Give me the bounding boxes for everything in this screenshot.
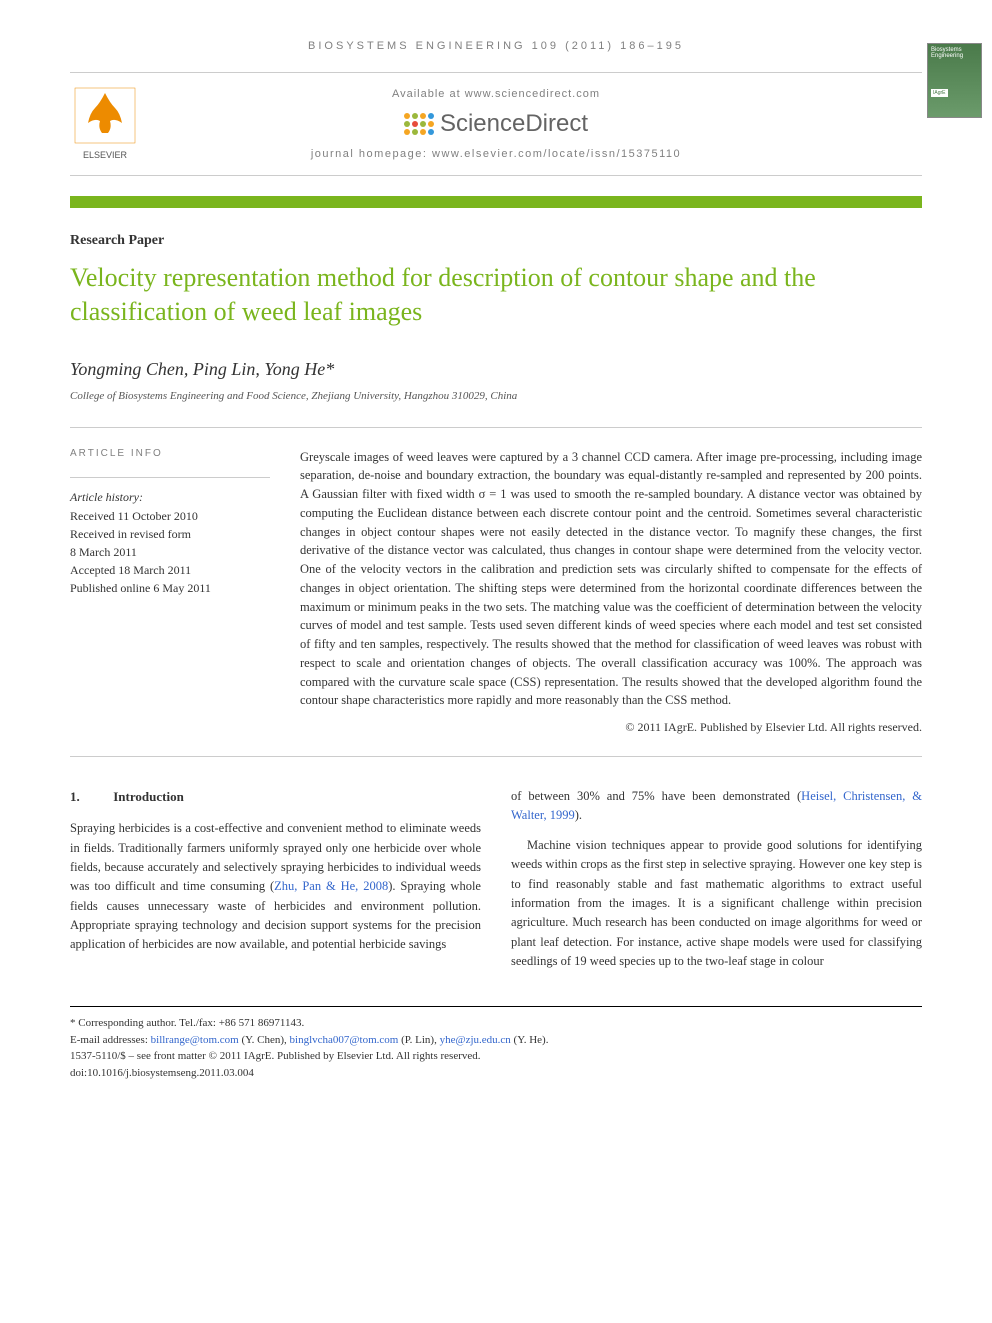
article-info: ARTICLE INFO Article history: Received 1… (70, 448, 270, 737)
journal-cover-thumbnail: Biosystems Engineering IAgrE (927, 43, 982, 118)
email-name: (Y. He). (511, 1034, 549, 1046)
body-columns: 1. Introduction Spraying herbicides is a… (70, 787, 922, 981)
paragraph: of between 30% and 75% have been demonst… (511, 787, 922, 826)
paragraph: Machine vision techniques appear to prov… (511, 836, 922, 972)
email-line: E-mail addresses: billrange@tom.com (Y. … (70, 1032, 922, 1049)
divider (70, 756, 922, 757)
doi-line: doi:10.1016/j.biosystemseng.2011.03.004 (70, 1065, 922, 1082)
history-published: Published online 6 May 2011 (70, 579, 270, 597)
article-title: Velocity representation method for descr… (70, 261, 922, 329)
section-title: Introduction (113, 789, 184, 804)
info-abstract-row: ARTICLE INFO Article history: Received 1… (70, 428, 922, 757)
abstract-text: Greyscale images of weed leaves were cap… (300, 450, 922, 708)
footnotes: * Corresponding author. Tel./fax: +86 57… (70, 1006, 922, 1081)
divider (70, 477, 270, 478)
emails-label: E-mail addresses: (70, 1034, 151, 1046)
email-name: (P. Lin), (398, 1034, 439, 1046)
publisher-banner: ELSEVIER Available at www.sciencedirect.… (70, 72, 922, 176)
accent-bar (70, 196, 922, 208)
paper-type: Research Paper (70, 233, 922, 249)
article-info-heading: ARTICLE INFO (70, 448, 270, 459)
affiliation: College of Biosystems Engineering and Fo… (70, 390, 922, 402)
email-name: (Y. Chen), (239, 1034, 290, 1046)
journal-header: BIOSYSTEMS ENGINEERING 109 (2011) 186–19… (70, 40, 922, 52)
body-text: of between 30% and 75% have been demonst… (511, 789, 801, 803)
sd-dots-icon (404, 113, 434, 135)
history-received: Received 11 October 2010 (70, 507, 270, 525)
sciencedirect-logo: ScienceDirect (70, 110, 922, 138)
email-link[interactable]: billrange@tom.com (151, 1034, 239, 1046)
column-right: of between 30% and 75% have been demonst… (511, 787, 922, 981)
paragraph: Spraying herbicides is a cost-effective … (70, 819, 481, 955)
column-left: 1. Introduction Spraying herbicides is a… (70, 787, 481, 981)
abstract: Greyscale images of weed leaves were cap… (300, 448, 922, 737)
body-text: ). (575, 808, 582, 822)
copyright: © 2011 IAgrE. Published by Elsevier Ltd.… (300, 718, 922, 736)
sciencedirect-text: ScienceDirect (440, 110, 588, 138)
authors: Yongming Chen, Ping Lin, Yong He* (70, 359, 922, 380)
journal-cover-title: Biosystems Engineering (931, 47, 978, 59)
citation-link[interactable]: Zhu, Pan & He, 2008 (274, 879, 388, 893)
section-number: 1. (70, 787, 110, 807)
section-heading: 1. Introduction (70, 787, 481, 807)
journal-homepage: journal homepage: www.elsevier.com/locat… (70, 148, 922, 160)
journal-cover-badge: IAgrE (931, 89, 948, 97)
history-accepted: Accepted 18 March 2011 (70, 561, 270, 579)
svg-text:ELSEVIER: ELSEVIER (83, 150, 128, 160)
history-label: Article history: (70, 490, 270, 505)
history-revised-line2: 8 March 2011 (70, 543, 270, 561)
email-link[interactable]: binglvcha007@tom.com (290, 1034, 399, 1046)
history-revised-line1: Received in revised form (70, 525, 270, 543)
available-at-text: Available at www.sciencedirect.com (70, 88, 922, 100)
elsevier-logo: ELSEVIER (70, 83, 140, 163)
email-link[interactable]: yhe@zju.edu.cn (440, 1034, 511, 1046)
issn-line: 1537-5110/$ – see front matter © 2011 IA… (70, 1048, 922, 1065)
corresponding-author: * Corresponding author. Tel./fax: +86 57… (70, 1015, 922, 1032)
